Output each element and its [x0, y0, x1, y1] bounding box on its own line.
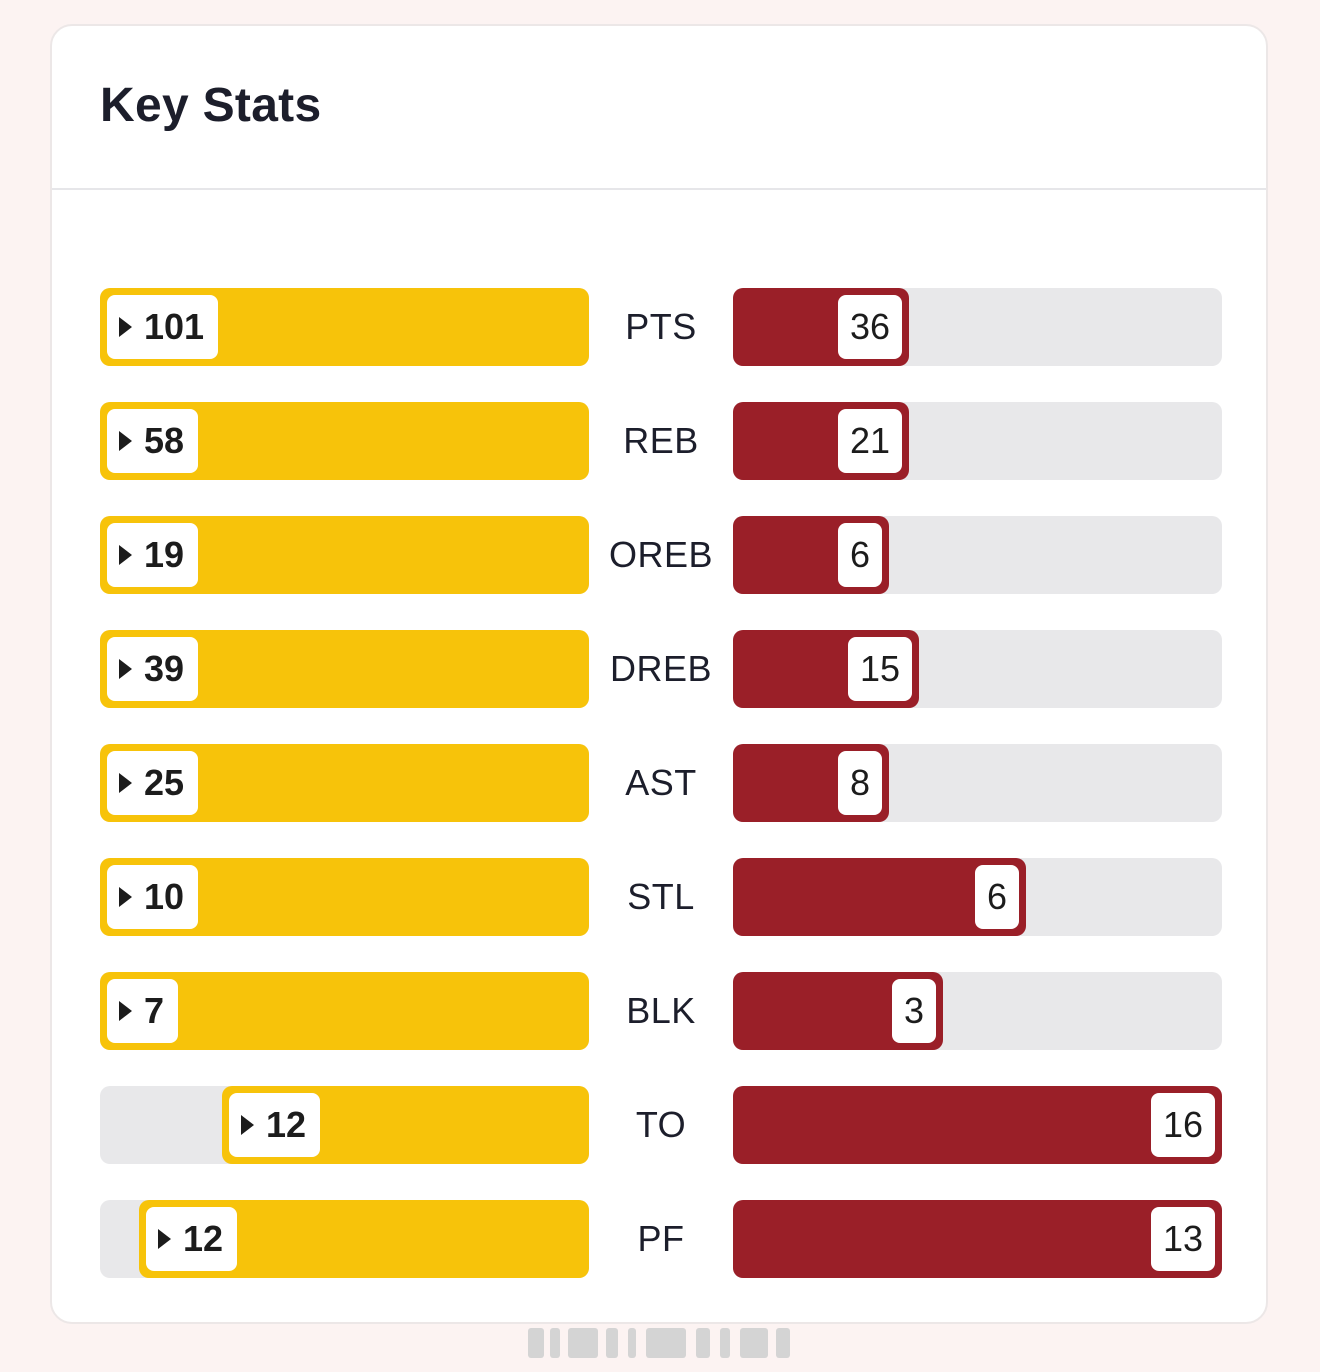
left-bar-track: 12 — [100, 1086, 589, 1164]
left-value-button[interactable]: 7 — [107, 979, 179, 1043]
left-bar-reb: 58 — [100, 402, 589, 480]
left-bar-stl: 10 — [100, 858, 589, 936]
left-value-button[interactable]: 58 — [107, 409, 199, 473]
left-value-pts: 101 — [144, 306, 205, 347]
left-bar-blk: 7 — [100, 972, 589, 1050]
left-value-stl: 10 — [144, 876, 185, 917]
left-value-button[interactable]: 39 — [107, 637, 199, 701]
stat-row-pf: 12 PF 13 — [52, 1200, 1266, 1278]
stat-row-ast: 25 AST 8 — [52, 744, 1266, 822]
stat-row-to: 12 TO 16 — [52, 1086, 1266, 1164]
stat-label-reb: REB — [623, 420, 699, 461]
right-bar-oreb: 6 — [733, 516, 889, 594]
caret-right-icon — [119, 659, 132, 679]
stats-comparison-chart: 101 PTS 36 58 REB 21 19 OREB 6 39 DREB 15 25 AST 8 10 ST… — [52, 26, 1266, 1322]
left-bar-track: 12 — [100, 1200, 589, 1278]
right-value-to: 16 — [1150, 1093, 1215, 1157]
right-bar-track: 8 — [733, 744, 1222, 822]
stat-row-reb: 58 REB 21 — [52, 402, 1266, 480]
left-bar-pf: 12 — [139, 1200, 589, 1278]
right-bar-reb: 21 — [733, 402, 909, 480]
right-bar-track: 6 — [733, 858, 1222, 936]
left-bar-track: 101 — [100, 288, 589, 366]
caret-right-icon — [119, 431, 132, 451]
left-value-oreb: 19 — [144, 534, 185, 575]
left-bar-track: 25 — [100, 744, 589, 822]
left-bar-track: 19 — [100, 516, 589, 594]
left-value-dreb: 39 — [144, 648, 185, 689]
stat-label-oreb: OREB — [608, 534, 714, 575]
right-bar-pf: 13 — [733, 1200, 1222, 1278]
left-bar-track: 58 — [100, 402, 589, 480]
right-bar-ast: 8 — [733, 744, 889, 822]
left-value-pf: 12 — [183, 1218, 224, 1259]
caret-right-icon — [119, 545, 132, 565]
right-bar-track: 6 — [733, 516, 1222, 594]
key-stats-card: Key Stats 101 PTS 36 58 REB 21 19 OREB 6 39 DREB 15… — [50, 24, 1268, 1324]
left-value-ast: 25 — [144, 762, 185, 803]
left-bar-track: 7 — [100, 972, 589, 1050]
card-title: Key Stats — [100, 79, 322, 132]
left-value-button[interactable]: 19 — [107, 523, 199, 587]
right-bar-track: 3 — [733, 972, 1222, 1050]
right-bar-stl: 6 — [733, 858, 1026, 936]
left-bar-pts: 101 — [100, 288, 589, 366]
right-value-pts: 36 — [837, 295, 902, 359]
caret-right-icon — [241, 1115, 254, 1135]
stat-row-blk: 7 BLK 3 — [52, 972, 1266, 1050]
left-bar-to: 12 — [222, 1086, 589, 1164]
left-bar-track: 39 — [100, 630, 589, 708]
stat-label-ast: AST — [625, 762, 697, 803]
stat-label-blk: BLK — [626, 990, 696, 1031]
stat-label-dreb: DREB — [609, 648, 713, 689]
left-value-reb: 58 — [144, 420, 185, 461]
right-value-oreb: 6 — [837, 523, 882, 587]
left-value-button[interactable]: 101 — [107, 295, 219, 359]
left-value-button[interactable]: 12 — [146, 1207, 238, 1271]
left-bar-ast: 25 — [100, 744, 589, 822]
caret-right-icon — [119, 887, 132, 907]
right-bar-to: 16 — [733, 1086, 1222, 1164]
right-bar-track: 15 — [733, 630, 1222, 708]
caret-right-icon — [119, 1001, 132, 1021]
stat-label-stl: STL — [627, 876, 695, 917]
stat-row-dreb: 39 DREB 15 — [52, 630, 1266, 708]
stat-label-to: TO — [635, 1104, 687, 1145]
right-bar-dreb: 15 — [733, 630, 919, 708]
left-bar-dreb: 39 — [100, 630, 589, 708]
right-value-ast: 8 — [837, 751, 882, 815]
right-bar-track: 13 — [733, 1200, 1222, 1278]
right-value-stl: 6 — [974, 865, 1019, 929]
caret-right-icon — [119, 317, 132, 337]
right-value-pf: 13 — [1150, 1207, 1215, 1271]
right-bar-pts: 36 — [733, 288, 909, 366]
caret-right-icon — [119, 773, 132, 793]
stat-row-oreb: 19 OREB 6 — [52, 516, 1266, 594]
stat-row-pts: 101 PTS 36 — [52, 288, 1266, 366]
right-value-blk: 3 — [891, 979, 936, 1043]
right-bar-blk: 3 — [733, 972, 943, 1050]
right-value-reb: 21 — [837, 409, 902, 473]
left-value-button[interactable]: 10 — [107, 865, 199, 929]
stat-label-pf: PF — [637, 1218, 685, 1259]
left-bar-track: 10 — [100, 858, 589, 936]
caret-right-icon — [158, 1229, 171, 1249]
left-bar-oreb: 19 — [100, 516, 589, 594]
right-bar-track: 21 — [733, 402, 1222, 480]
right-bar-track: 36 — [733, 288, 1222, 366]
left-value-to: 12 — [266, 1104, 307, 1145]
left-value-blk: 7 — [144, 990, 165, 1031]
left-value-button[interactable]: 25 — [107, 751, 199, 815]
left-value-button[interactable]: 12 — [229, 1093, 321, 1157]
watermark — [528, 1328, 790, 1362]
stat-label-pts: PTS — [625, 306, 697, 347]
right-bar-track: 16 — [733, 1086, 1222, 1164]
stat-row-stl: 10 STL 6 — [52, 858, 1266, 936]
card-header: Key Stats — [52, 26, 1266, 190]
right-value-dreb: 15 — [847, 637, 912, 701]
